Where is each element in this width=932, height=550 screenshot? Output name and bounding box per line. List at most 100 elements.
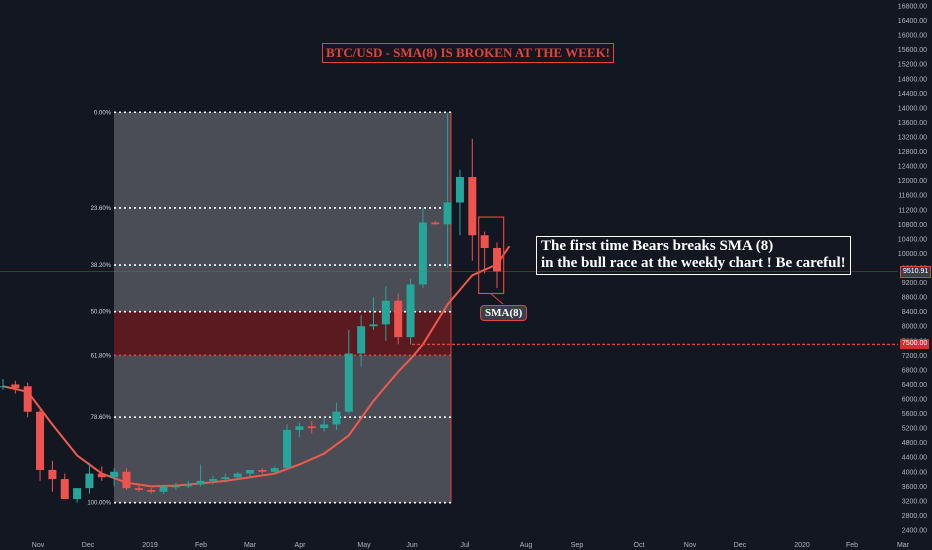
y-tick-label: 2400.00 — [902, 528, 927, 535]
y-tick-label: 16400.00 — [898, 18, 927, 25]
y-tick-label: 8400.00 — [902, 309, 927, 316]
y-tick-label: 9200.00 — [902, 280, 927, 287]
x-tick-label: Jun — [406, 542, 417, 549]
annotation-line-1: The first time Bears breaks SMA (8) — [541, 238, 774, 254]
candle-body — [468, 177, 477, 236]
y-tick-label: 8800.00 — [902, 295, 927, 302]
y-tick-label: 15200.00 — [898, 62, 927, 69]
x-tick-label: Sep — [571, 542, 584, 549]
candle-body — [295, 426, 304, 430]
y-tick-label: 11200.00 — [898, 207, 927, 214]
candle-body — [369, 324, 378, 327]
candle-body — [171, 486, 180, 488]
y-tick-label: 15600.00 — [898, 47, 927, 54]
candle-body — [406, 284, 415, 338]
y-tick-label: 4000.00 — [902, 469, 927, 476]
candle-body — [122, 471, 131, 489]
candle-body — [332, 411, 341, 425]
candle-body — [480, 235, 489, 248]
x-tick-label: Oct — [634, 542, 645, 549]
candle-body — [184, 484, 193, 487]
fib-level-label: 61.80% — [91, 353, 112, 359]
candle-body — [221, 477, 230, 480]
y-tick-label: 2800.00 — [902, 513, 927, 520]
candle-body — [233, 473, 242, 478]
candle-body — [60, 479, 69, 500]
y-tick-label: 14000.00 — [898, 105, 927, 112]
x-tick-label: May — [357, 542, 371, 549]
y-tick-label: 10800.00 — [898, 222, 927, 229]
candle-body — [0, 386, 7, 388]
candle-body — [36, 411, 45, 470]
candle-body — [208, 479, 217, 481]
y-tick-label: 4400.00 — [902, 455, 927, 462]
y-tick-label: 6400.00 — [902, 382, 927, 389]
x-tick-label: Mar — [244, 542, 257, 549]
fib-level-label: 78.60% — [91, 415, 112, 421]
y-tick-label: 10000.00 — [898, 251, 927, 258]
candle-body — [394, 300, 403, 338]
x-tick-label: Feb — [846, 542, 858, 549]
candle-body — [159, 486, 168, 492]
candle-body — [455, 177, 464, 203]
y-tick-label: 6800.00 — [902, 367, 927, 374]
fib-level-label: 100.00% — [87, 501, 111, 507]
y-tick-label: 10400.00 — [898, 236, 927, 243]
y-tick-label: 8000.00 — [902, 324, 927, 331]
x-tick-label: Dec — [734, 542, 747, 549]
current-price-tag: 9510.91 — [900, 266, 932, 279]
candle-body — [110, 471, 119, 478]
y-tick-label: 14400.00 — [898, 91, 927, 98]
candle-body — [246, 469, 254, 474]
y-tick-label: 3600.00 — [902, 484, 927, 491]
x-tick-label: Apr — [295, 542, 307, 549]
fib-level-label: 23.60% — [91, 206, 112, 212]
sma-label-connector — [490, 293, 504, 305]
candle-body — [134, 488, 143, 490]
x-tick-label: Jul — [461, 542, 470, 549]
y-tick-label: 5600.00 — [902, 411, 927, 418]
candle-body — [320, 424, 329, 429]
candle-body — [73, 488, 82, 500]
y-tick-label: 12000.00 — [898, 178, 927, 185]
candle-body — [97, 473, 106, 478]
y-tick-label: 7200.00 — [902, 353, 927, 360]
annotation-box: The first time Bears breaks SMA (8) in t… — [536, 236, 851, 275]
x-tick-label: 2019 — [142, 542, 158, 549]
candle-body — [431, 222, 440, 225]
chart-title: BTC/USD - SMA(8) IS BROKEN AT THE WEEK! — [322, 43, 615, 63]
candle-body — [258, 469, 267, 472]
y-tick-label: 16000.00 — [898, 33, 927, 40]
y-tick-label: 12800.00 — [898, 149, 927, 156]
fib-level-label: 38.20% — [91, 263, 112, 269]
fib-level-label: 0.00% — [94, 110, 112, 116]
time-axis: Nov Dec 2019 Feb Mar Apr May Jun Jul Aug Sep Oct Nov… — [32, 542, 910, 549]
x-tick-label: Mar — [897, 542, 910, 549]
fib-level-label: 50.00% — [91, 310, 112, 316]
y-tick-label: 5200.00 — [902, 426, 927, 433]
candle-body — [147, 489, 156, 492]
candle-body — [48, 469, 57, 480]
y-tick-label: 12400.00 — [898, 164, 927, 171]
y-tick-label: 13600.00 — [898, 120, 927, 127]
candle-body — [270, 468, 279, 472]
candle-body — [381, 300, 390, 325]
candle-body — [11, 384, 20, 389]
y-tick-label: 14800.00 — [898, 76, 927, 83]
candle-body — [357, 326, 366, 354]
annotation-line-2: in the bull race at the weekly chart ! B… — [541, 255, 846, 271]
x-tick-label: 2020 — [794, 542, 810, 549]
x-tick-label: Nov — [684, 542, 697, 549]
candle-body — [85, 473, 94, 489]
candle-body — [493, 247, 501, 272]
y-tick-label: 13200.00 — [898, 135, 927, 142]
candle-body — [283, 429, 292, 469]
y-tick-label: 11600.00 — [898, 193, 927, 200]
x-tick-label: Aug — [520, 542, 533, 549]
candle-body — [23, 386, 32, 412]
support-price-tag: 7500.00 — [900, 339, 930, 350]
x-tick-label: Feb — [195, 542, 207, 549]
y-tick-label: 6000.00 — [902, 397, 927, 404]
candle-body — [443, 202, 452, 225]
